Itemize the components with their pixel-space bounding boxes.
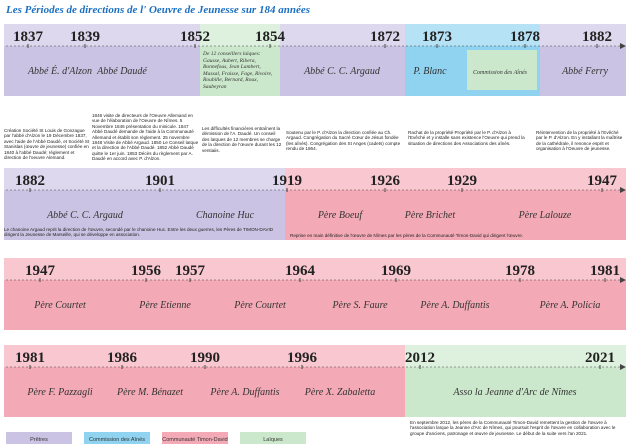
note-text: Rachat de la propriété Propriété par le … [408, 130, 525, 146]
note-text: Soutenu par le P. d'Alzon la direction c… [286, 130, 401, 152]
year-label: 1878 [510, 29, 540, 45]
year-strip [4, 258, 626, 280]
period-band [4, 345, 405, 417]
director-names: De 12 conseillers laïques: Gausse, Auber… [203, 51, 273, 90]
year-label: 1872 [370, 29, 400, 45]
year-label: 1990 [190, 350, 220, 366]
year-label: 1926 [370, 173, 401, 189]
year-strip [540, 24, 626, 46]
note-text: 1846 visite de directeurs de l'Oeuvre Al… [92, 113, 199, 162]
year-label: 1996 [287, 350, 318, 366]
director-name: Abbé C. C. Argaud [46, 210, 124, 221]
year-label: 1919 [272, 173, 302, 189]
year-label: 2012 [405, 350, 435, 366]
legend-swatch [84, 432, 150, 444]
title: Les Périodes de directions de l' Oeuvre … [5, 4, 310, 16]
director-name: Père S. Faure [331, 300, 388, 311]
note-text: Réintervention de la propriété à l'Evêch… [536, 130, 623, 152]
note-text: Création Société St Louis de Gonzague pa… [4, 128, 90, 161]
inset-band [467, 50, 537, 90]
year-label: 1964 [285, 263, 316, 279]
period-band [4, 24, 200, 96]
year-strip [405, 345, 626, 367]
legend-swatch [6, 432, 72, 444]
year-label: 1929 [447, 173, 477, 189]
arrow-head [620, 277, 626, 283]
director-name: Abbé Ferry [561, 66, 608, 77]
director-list: De 12 conseillers laïques: Gausse, Auber… [203, 51, 273, 90]
year-strip [405, 24, 540, 46]
year-label: 1852 [180, 29, 210, 45]
year-strip [4, 345, 405, 367]
legend-label: Prêtres [30, 437, 48, 443]
year-strip [4, 168, 285, 190]
year-label: 1873 [422, 29, 452, 45]
legend-label: Laïques [263, 437, 283, 443]
note-text: Reprise en main définitive de l'œuvre de… [290, 233, 524, 238]
period-band [540, 24, 626, 96]
period-band [405, 345, 626, 417]
year-label: 1981 [15, 350, 45, 366]
director-name: Abbé Daudé [96, 66, 147, 77]
director-name: Père Courtet [33, 300, 86, 311]
period-band [280, 24, 405, 96]
director-name: Père F. Pazzagli [26, 387, 92, 398]
note-text: Les difficultés financières entraînent l… [202, 126, 282, 153]
director-name: Asso la Jeanne d'Arc de Nîmes [452, 387, 576, 398]
director-name: Père Courtet [233, 300, 286, 311]
director-name: Commission des Aînés [473, 70, 528, 76]
arrow-head [620, 43, 626, 49]
director-name: Père Boeuf [317, 210, 364, 221]
legend-label: Communauté Timon-David [162, 437, 227, 443]
year-label: 1882 [15, 173, 45, 189]
director-name: P. Blanc [412, 66, 447, 77]
year-label: 1957 [175, 263, 206, 279]
year-label: 1978 [505, 263, 535, 279]
director-name: Chanoine Huc [196, 210, 255, 221]
director-name: Père Lalouze [518, 210, 572, 221]
year-label: 1969 [381, 263, 411, 279]
director-name: Père A. Policia [539, 300, 601, 311]
year-label: 1956 [131, 263, 162, 279]
note-text: En septembre 2012, les pères de la Commu… [410, 420, 616, 436]
year-label: 1947 [587, 173, 618, 189]
year-label: 1839 [70, 29, 100, 45]
note-text: Le chanoine Argaud reprit la direction d… [4, 227, 274, 238]
year-label: 1986 [107, 350, 138, 366]
director-name: Père A. Duffantis [209, 387, 279, 398]
arrow-head [620, 187, 626, 193]
year-label: 1901 [145, 173, 175, 189]
year-label: 1854 [255, 29, 286, 45]
period-band [200, 24, 280, 96]
director-name: Père X. Zabaletta [304, 387, 375, 398]
year-label: 1837 [13, 29, 44, 45]
director-name: Père M. Bénazet [116, 387, 183, 398]
legend-label: Commission des Aînés [89, 437, 145, 443]
year-label: 2021 [585, 350, 615, 366]
director-name: Père Brichet [404, 210, 456, 221]
year-label: 1981 [590, 263, 620, 279]
arrow-head [620, 364, 626, 370]
director-name: Père A. Duffantis [419, 300, 489, 311]
year-strip [4, 24, 200, 46]
year-strip [280, 24, 405, 46]
legend-swatch [240, 432, 306, 444]
year-strip [285, 168, 626, 190]
year-strip [200, 24, 280, 46]
period-band [4, 168, 285, 240]
director-name: Père Etienne [138, 300, 191, 311]
year-label: 1882 [582, 29, 612, 45]
period-band [285, 168, 626, 240]
director-name: Abbé C. C. Argaud [303, 66, 381, 77]
legend-swatch [162, 432, 228, 444]
year-label: 1947 [25, 263, 56, 279]
period-band [4, 258, 626, 330]
director-name: Abbé É. d'Alzon [27, 65, 92, 77]
